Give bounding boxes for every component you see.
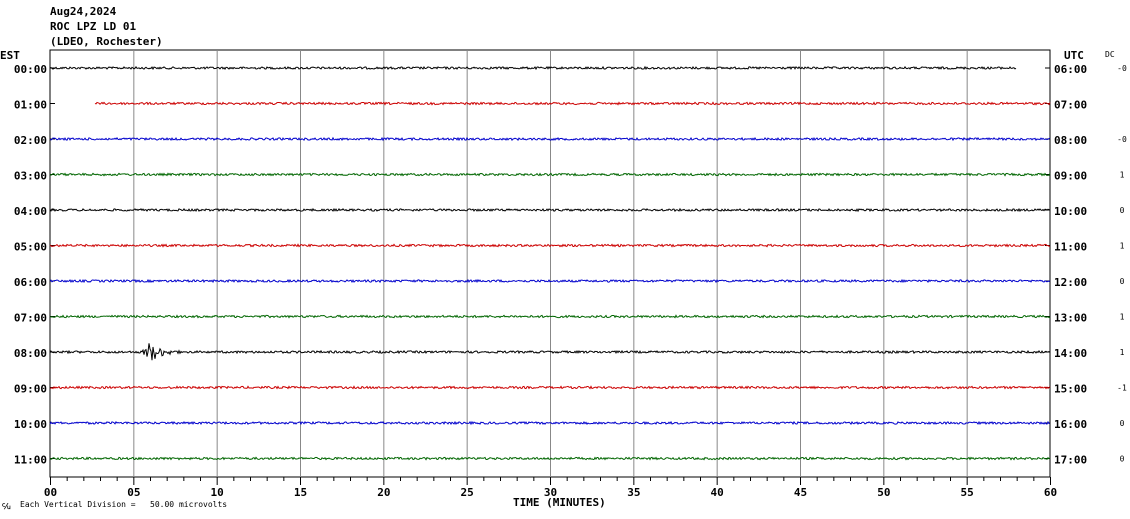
- est-label: EST: [0, 49, 20, 62]
- utc-row-label: 13:00: [1054, 312, 1087, 325]
- x-tick-label: 30: [544, 486, 557, 499]
- trace-0300: [49, 172, 1051, 177]
- est-row-label: 05:00: [14, 241, 47, 254]
- utc-label: UTC: [1064, 49, 1084, 62]
- dc-offset-label: -1: [1117, 384, 1127, 393]
- est-row-label: 00:00: [14, 63, 47, 76]
- dc-offset-label: -0: [1117, 64, 1127, 73]
- utc-row-label: 16:00: [1054, 418, 1087, 431]
- dc-offset-label: 1: [1120, 313, 1125, 322]
- dc-offset-label: 1: [1120, 242, 1125, 251]
- dc-offset-label: 0: [1120, 277, 1125, 286]
- utc-row-label: 08:00: [1054, 134, 1087, 147]
- est-row-label: 11:00: [14, 454, 47, 467]
- trace-0400: [49, 207, 1051, 213]
- trace-0900: [49, 385, 1051, 390]
- dc-offset-label: 1: [1120, 171, 1125, 180]
- station-name: ROC LPZ LD 01: [50, 20, 137, 33]
- est-row-label: 02:00: [14, 134, 47, 147]
- trace-0100: [94, 101, 1051, 106]
- x-tick-label: 60: [1044, 486, 1057, 499]
- scale-icon: ℆: [2, 502, 11, 511]
- est-row-label: 09:00: [14, 383, 47, 396]
- x-tick-label: 05: [127, 486, 140, 499]
- trace-0600: [49, 278, 1051, 284]
- dc-offset-label: 0: [1120, 206, 1125, 215]
- trace-0000: [49, 65, 1017, 71]
- x-axis-title: TIME (MINUTES): [513, 496, 606, 509]
- dc-label: DC: [1105, 50, 1115, 59]
- dc-offset-label: -0: [1117, 135, 1127, 144]
- x-tick-label: 45: [794, 486, 807, 499]
- dc-offset-label: 1: [1120, 348, 1125, 357]
- utc-row-label: 07:00: [1054, 99, 1087, 112]
- utc-row-label: 12:00: [1054, 276, 1087, 289]
- x-tick-label: 10: [211, 486, 224, 499]
- scale-note: Each Vertical Division = 50.00 microvolt…: [20, 500, 228, 509]
- dc-offset-label: 0: [1120, 455, 1125, 464]
- trace-1100: [49, 456, 1051, 461]
- est-row-label: 10:00: [14, 418, 47, 431]
- trace-0500: [49, 243, 1050, 248]
- est-row-label: 04:00: [14, 205, 47, 218]
- x-tick-label: 55: [961, 486, 974, 499]
- x-tick-label: 50: [877, 486, 890, 499]
- x-tick-label: 00: [44, 486, 57, 499]
- utc-row-label: 14:00: [1054, 347, 1087, 360]
- plot-date: Aug24,2024: [50, 5, 117, 18]
- x-tick-label: 20: [377, 486, 390, 499]
- est-row-label: 03:00: [14, 170, 47, 183]
- utc-row-label: 11:00: [1054, 241, 1087, 254]
- trace-0800: [49, 343, 1051, 361]
- network-name: (LDEO, Rochester): [50, 35, 163, 48]
- est-row-label: 07:00: [14, 312, 47, 325]
- utc-row-label: 17:00: [1054, 454, 1087, 467]
- est-row-label: 01:00: [14, 99, 47, 112]
- trace-0700: [49, 314, 1051, 319]
- dc-offset-label: 0: [1120, 419, 1125, 428]
- x-tick-label: 15: [294, 486, 307, 499]
- x-tick-label: 25: [461, 486, 474, 499]
- est-row-label: 08:00: [14, 347, 47, 360]
- trace-1000: [49, 420, 1051, 426]
- utc-row-label: 06:00: [1054, 63, 1087, 76]
- utc-row-label: 09:00: [1054, 170, 1087, 183]
- est-row-label: 06:00: [14, 276, 47, 289]
- x-tick-label: 40: [711, 486, 724, 499]
- trace-0200: [49, 136, 1051, 142]
- x-tick-label: 35: [627, 486, 640, 499]
- utc-row-label: 15:00: [1054, 383, 1087, 396]
- utc-row-label: 10:00: [1054, 205, 1087, 218]
